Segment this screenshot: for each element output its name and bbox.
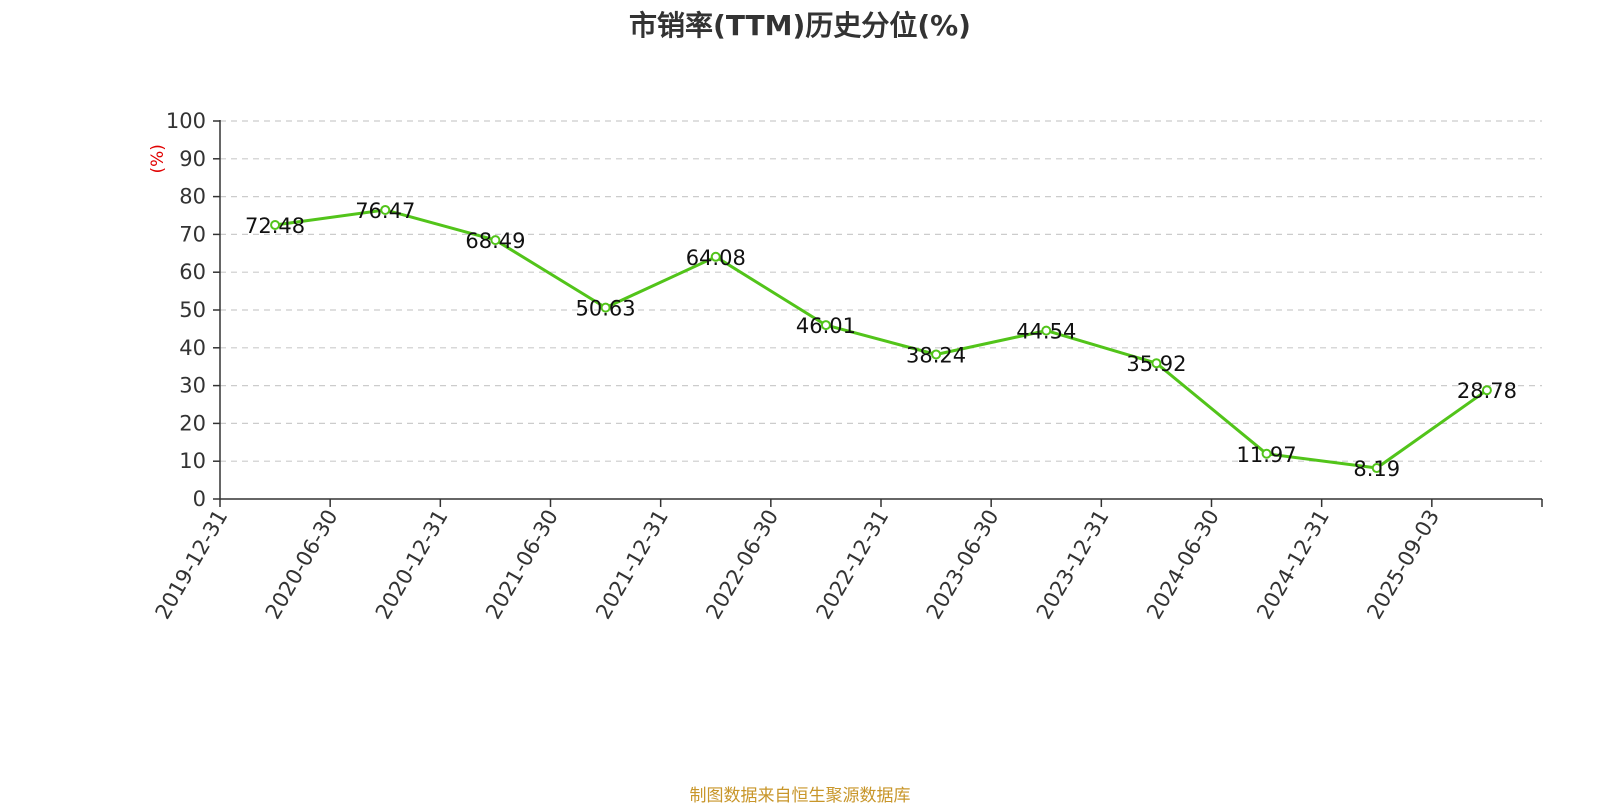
- data-label: 8.19: [1353, 457, 1400, 481]
- data-label: 38.24: [906, 343, 966, 367]
- x-tick-label: 2024-06-30: [1142, 506, 1224, 624]
- data-point: [1151, 358, 1162, 369]
- data-label: 35.92: [1126, 352, 1186, 376]
- data-point: [1481, 385, 1492, 396]
- data-point: [820, 320, 831, 331]
- data-label: 68.49: [465, 229, 525, 253]
- y-tick-label: 80: [179, 185, 206, 209]
- x-tick-label: 2021-12-31: [591, 506, 673, 624]
- x-tick-label: 2020-12-31: [371, 506, 453, 624]
- series-layer: [270, 204, 1492, 474]
- y-tick-label: 40: [179, 336, 206, 360]
- data-label: 72.48: [245, 214, 305, 238]
- data-labels: 72.48 76.47 68.49 50.63 64.08 46.01 38.24 44.54…: [245, 199, 1517, 481]
- data-point: [1261, 448, 1272, 459]
- data-point: [600, 302, 611, 313]
- x-tick-label: 2022-06-30: [701, 506, 783, 624]
- y-tick-label: 20: [179, 411, 206, 435]
- source-note: 制图数据来自恒生聚源数据库: [689, 786, 911, 806]
- y-tick-label: 50: [179, 298, 206, 322]
- data-point: [710, 251, 721, 262]
- data-label: 44.54: [1016, 320, 1076, 344]
- y-tick-label: 60: [179, 260, 206, 284]
- data-point: [380, 204, 391, 215]
- y-tick-label: 10: [179, 449, 206, 473]
- x-tick-label: 2024-12-31: [1252, 506, 1334, 624]
- data-point: [931, 349, 942, 360]
- x-tick-label: 2025-09-03: [1362, 506, 1444, 624]
- data-label: 64.08: [686, 246, 746, 270]
- data-label: 28.78: [1457, 379, 1517, 403]
- data-point: [1041, 325, 1052, 336]
- series-line: [274, 208, 1488, 470]
- y-axis-label: (%): [148, 144, 168, 173]
- x-tick-label: 2023-06-30: [922, 506, 1004, 624]
- data-label: 50.63: [576, 297, 636, 321]
- x-tick-label: 2020-06-30: [261, 506, 343, 624]
- x-tick-label: 2019-12-31: [151, 506, 233, 624]
- data-label: 46.01: [796, 314, 856, 338]
- y-tick-label: 100: [166, 109, 206, 133]
- data-point: [490, 235, 501, 246]
- x-tick-label: 2023-12-31: [1032, 506, 1114, 624]
- x-tick-label: 2021-06-30: [481, 506, 563, 624]
- y-tick-label: 0: [193, 487, 206, 511]
- x-tick-label: 2022-12-31: [812, 506, 894, 624]
- data-label: 11.97: [1237, 443, 1297, 467]
- y-axis-ticks: 0 10 20 30 40 50 60 70 80 90 100: [166, 109, 220, 511]
- y-tick-label: 30: [179, 374, 206, 398]
- data-label: 76.47: [355, 199, 415, 223]
- data-point: [1371, 463, 1382, 474]
- x-axis-ticks: 2019-12-31 2020-06-30 2020-12-31 2021-06-30…: [151, 499, 1543, 624]
- data-point: [270, 220, 281, 231]
- grid-lines: [220, 120, 1542, 462]
- y-tick-label: 70: [179, 222, 206, 246]
- y-tick-label: 90: [179, 147, 206, 171]
- chart-title: 市销率(TTM)历史分位(%): [629, 9, 971, 42]
